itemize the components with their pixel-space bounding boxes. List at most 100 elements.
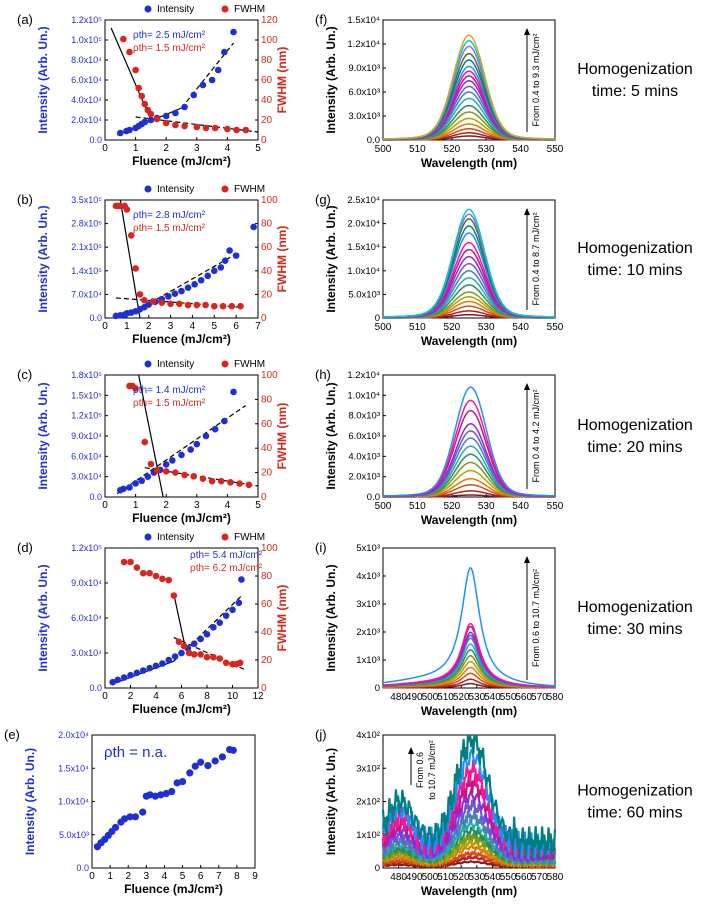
y-tick-label: 1.5x10⁴ xyxy=(347,242,380,253)
fwhm-point xyxy=(210,302,218,310)
fwhm-point xyxy=(133,564,141,571)
y-tick-label: 0.0 xyxy=(89,492,102,502)
y-tick-label: 0.0 xyxy=(89,135,102,145)
fwhm-point xyxy=(147,460,155,468)
intensity-point xyxy=(210,624,217,631)
fit-line xyxy=(181,42,234,109)
legend-intensity-label: Intensity xyxy=(157,359,194,370)
intensity-point xyxy=(141,118,149,126)
intensity-point xyxy=(178,649,185,657)
intensity-point xyxy=(199,81,207,89)
y2-tick-label: 0 xyxy=(261,135,267,146)
intensity-point xyxy=(171,653,179,660)
spectrum-curve xyxy=(383,255,555,319)
threshold-annotation-red: ρth= 1.5 mJ/cm² xyxy=(133,398,206,409)
caption-line-1: Homogenization xyxy=(577,61,693,78)
intensity-point xyxy=(139,667,147,674)
x-tick-label: 3 xyxy=(194,500,200,511)
y-tick-label: 3x10² xyxy=(356,763,380,774)
x-tick-label: 560 xyxy=(515,872,532,883)
caption-line-1: Homogenization xyxy=(577,417,693,434)
spectrum-curve xyxy=(382,85,556,141)
y-tick-label: 9.0x10⁴ xyxy=(71,578,102,588)
y-axis-title: Intensity (Arb. Un.) xyxy=(23,748,37,855)
y-tick-label: 1.2x10⁵ xyxy=(71,543,102,553)
y2-tick-label: 60 xyxy=(261,75,273,86)
intensity-point xyxy=(221,257,229,264)
threshold-annotation-blue: ρth= 5.4 mJ/cm² xyxy=(190,550,263,561)
fwhm-point xyxy=(141,100,149,108)
fwhm-point xyxy=(236,659,244,667)
fwhm-point xyxy=(165,576,173,584)
x-tick-label: 520 xyxy=(453,692,470,703)
threshold-annotation-blue: ρth= 1.4 mJ/cm² xyxy=(133,385,206,396)
y2-tick-label: 0 xyxy=(261,683,267,694)
fwhm-point xyxy=(227,479,234,486)
y2-tick-label: 80 xyxy=(261,219,273,230)
y-tick-label: 1.0x10⁵ xyxy=(71,35,102,45)
y2-tick-label: 100 xyxy=(261,543,278,554)
x-tick-label: 480 xyxy=(390,872,407,883)
y-tick-label: 5x10³ xyxy=(356,543,380,554)
spectrum-curve xyxy=(381,734,557,859)
x-tick-label: 510 xyxy=(409,501,426,512)
y-axis-title: Intensity (Arb. Un.) xyxy=(36,205,50,312)
fwhm-point xyxy=(181,122,188,130)
y-tick-label: 0.0 xyxy=(76,863,89,873)
intensity-point xyxy=(222,612,230,619)
left-panel-2: 0 1 2 3 4 5 0.0 3.0x10⁴ 6.0x10⁴ 9.0x10⁴ 1.2x10⁵ 1.5… xyxy=(17,359,289,525)
fwhm-point xyxy=(126,48,133,56)
intensity-point xyxy=(191,280,198,288)
fwhm-point xyxy=(211,124,219,132)
legend-fwhm-label: FWHM xyxy=(234,359,265,370)
x-tick-label: 10 xyxy=(227,691,239,702)
intensity-point xyxy=(126,484,133,491)
x-tick-label: 490 xyxy=(406,872,423,883)
y2-tick-label: 100 xyxy=(261,35,278,46)
intensity-point xyxy=(171,290,179,298)
left-panel-1: 0 1 2 3 4 5 6 7 0.0 7.0x10⁴ 1.4x10⁵ 2.1x10⁵ 2.8x10⁵ 3… xyxy=(17,184,289,346)
left-panel-4: 0 1 2 3 4 5 6 7 8 9 0.0 5.0x10³ 1.0x10⁴ 1.5x10⁴ 2.0x10… xyxy=(4,727,258,896)
y-tick-label: 1.2x10⁵ xyxy=(71,411,102,421)
y-axis-title: Intensity (Arb. Un.) xyxy=(36,26,50,133)
fwhm-point xyxy=(172,469,179,476)
y2-tick-label: 40 xyxy=(261,627,273,638)
y-tick-label: 2.0x10⁴ xyxy=(71,115,102,125)
intensity-point xyxy=(146,791,154,799)
intensity-point xyxy=(197,276,205,284)
intensity-point xyxy=(230,388,237,396)
intensity-point xyxy=(226,247,233,254)
intensity-point xyxy=(238,576,245,583)
intensity-point xyxy=(190,91,198,99)
fwhm-point xyxy=(152,572,160,580)
fwhm-point xyxy=(120,35,127,43)
y-tick-label: 2x10² xyxy=(356,797,380,808)
intensity-point xyxy=(139,808,147,816)
x-tick-label: 3 xyxy=(168,321,174,332)
x-tick-label: 550 xyxy=(547,501,564,512)
x-axis-title: Fluence (mJ/cm²) xyxy=(132,154,231,168)
x-tick-label: 2 xyxy=(163,500,169,511)
intensity-point xyxy=(152,662,160,670)
panel-label: (d) xyxy=(17,540,33,555)
y-tick-label: 2x10³ xyxy=(356,627,380,638)
spectrum-curve xyxy=(382,399,555,497)
y2-axis-title: FWHM (nm) xyxy=(275,403,289,470)
x-tick-label: 5 xyxy=(212,321,218,332)
y-tick-label: 1.0x10⁴ xyxy=(347,266,380,277)
fwhm-point xyxy=(132,385,139,392)
x-tick-label: 2 xyxy=(125,871,131,882)
fwhm-point xyxy=(185,649,193,657)
fit-line xyxy=(173,594,185,642)
x-tick-label: 5 xyxy=(255,500,261,511)
y-tick-label: 4.0x10⁴ xyxy=(71,95,102,105)
y2-tick-label: 80 xyxy=(261,571,273,582)
x-axis-title: Fluence (mJ/cm²) xyxy=(124,882,223,896)
range-text: From 0.6 to 10.7 mJ/cm² xyxy=(531,569,541,667)
y-tick-label: 6.0x10⁴ xyxy=(71,613,102,623)
fwhm-point xyxy=(127,232,135,239)
y-tick-label: 7.0x10⁴ xyxy=(71,289,102,299)
y-tick-label: 0 xyxy=(375,863,380,874)
intensity-point xyxy=(120,485,127,493)
spectrum-curve xyxy=(382,430,555,498)
